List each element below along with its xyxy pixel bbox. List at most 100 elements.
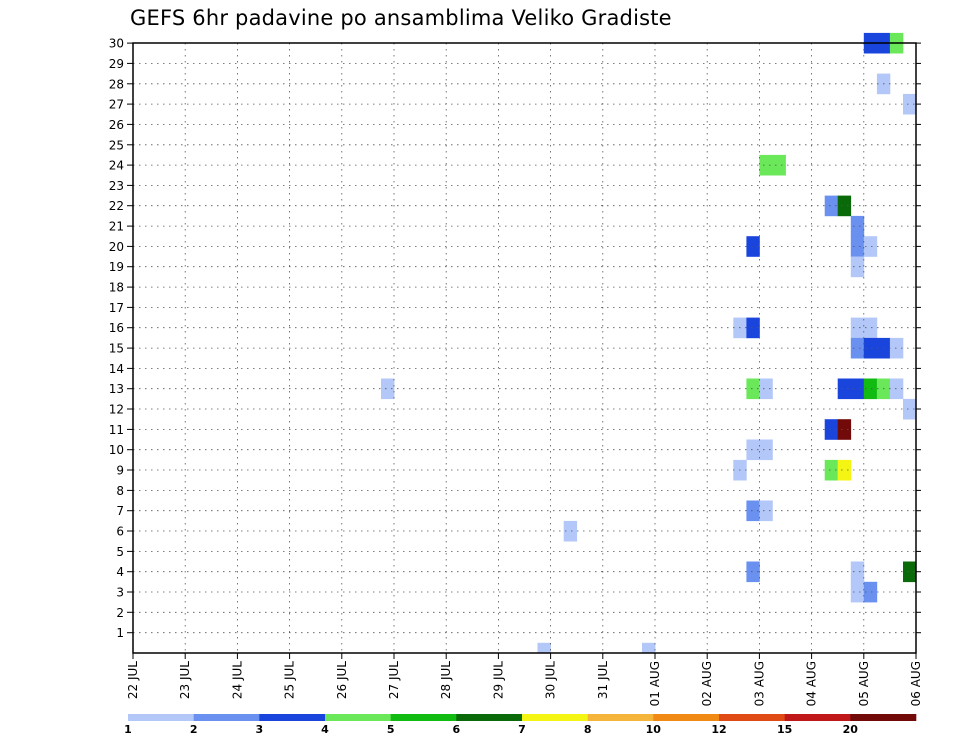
colorbar-segment <box>259 714 326 721</box>
x-axis: 22 JUL 23 JUL 24 JUL 25 JUL 26 JUL 27 JUL 28 J… <box>126 653 923 706</box>
heatmap-cell <box>837 459 852 481</box>
heatmap-cell <box>903 93 917 115</box>
heatmap-cell <box>746 500 760 522</box>
y-tick-label: 3 <box>116 586 124 600</box>
colorbar-label: 7 <box>518 723 526 736</box>
x-tick-label: 05 AUG <box>857 661 871 706</box>
heatmap-cell <box>850 236 865 257</box>
heatmap-cell <box>563 520 578 542</box>
y-tick-label: 10 <box>109 443 124 457</box>
y-tick-label: 7 <box>116 504 124 518</box>
x-tick-label: 02 AUG <box>700 661 714 706</box>
heatmap-cell <box>746 561 760 583</box>
colorbar-segment <box>784 714 851 721</box>
y-tick-label: 18 <box>109 281 124 295</box>
colorbar-segment <box>193 714 260 721</box>
colorbar-segment <box>587 714 654 721</box>
colorbar-label: 1 <box>124 723 132 736</box>
heatmap-cell <box>642 642 656 654</box>
y-tick-label: 6 <box>116 525 124 539</box>
heatmap-cell <box>863 337 878 359</box>
y-tick-label: 25 <box>109 138 124 152</box>
heatmap-cell <box>889 378 904 400</box>
heatmap-cell <box>889 337 904 359</box>
y-axis: 1234567891011121314151617181920212223242… <box>109 37 921 640</box>
x-tick-label: 31 JUL <box>596 661 610 699</box>
colorbar-segment <box>850 714 917 721</box>
colorbar-label: 12 <box>711 723 726 736</box>
y-tick-label: 8 <box>116 484 124 498</box>
colorbar-label: 10 <box>646 723 662 736</box>
heatmap-cell <box>863 378 878 400</box>
y-tick-label: 5 <box>116 545 124 559</box>
heatmap-cell <box>381 378 395 400</box>
heatmap-cell <box>863 317 878 339</box>
heatmap-cell <box>850 215 865 237</box>
y-tick-label: 24 <box>109 159 124 173</box>
colorbar-segment <box>128 714 194 721</box>
heatmap-cell <box>759 378 773 400</box>
x-tick-label: 06 AUG <box>909 661 923 706</box>
heatmap-cell <box>850 581 865 603</box>
colorbar-label: 3 <box>255 723 263 736</box>
colorbar-label: 4 <box>321 723 329 736</box>
heatmap-cell <box>850 378 865 400</box>
colorbar-segment <box>719 714 785 721</box>
x-tick-label: 01 AUG <box>648 661 662 706</box>
heatmap-cell <box>863 236 878 257</box>
colorbar-label: 6 <box>452 723 460 736</box>
heatmap-cell <box>746 439 760 461</box>
y-tick-label: 1 <box>116 626 124 640</box>
x-tick-label: 30 JUL <box>544 661 558 699</box>
heatmap-cell <box>772 154 786 176</box>
colorbar-label: 2 <box>190 723 198 736</box>
x-tick-label: 04 AUG <box>805 661 819 706</box>
y-tick-label: 20 <box>109 240 124 254</box>
y-tick-label: 27 <box>109 98 124 112</box>
y-tick-label: 15 <box>109 342 124 356</box>
heatmap-cell <box>759 154 773 176</box>
heatmap-cell <box>746 236 760 257</box>
grid-layer <box>133 42 916 653</box>
heatmap-cell <box>759 500 773 522</box>
colorbar-label: 5 <box>387 723 395 736</box>
y-tick-label: 13 <box>109 382 124 396</box>
x-tick-label: 23 JUL <box>178 661 192 699</box>
colorbar-label: 8 <box>584 723 592 736</box>
y-tick-label: 2 <box>116 606 124 620</box>
chart-title: GEFS 6hr padavine po ansamblima Veliko G… <box>130 6 672 30</box>
y-tick-label: 23 <box>109 179 124 193</box>
y-tick-label: 17 <box>109 301 124 315</box>
colorbar-segment <box>522 714 588 721</box>
y-tick-label: 19 <box>109 260 124 274</box>
colorbar: 1 2 3 4 5 6 7 8 10 12 15 20 <box>124 714 917 736</box>
heatmap-cell <box>903 561 917 583</box>
heatmap-cell <box>746 378 760 400</box>
colorbar-label: 20 <box>843 723 859 736</box>
y-tick-label: 29 <box>109 57 124 71</box>
y-tick-label: 21 <box>109 220 124 234</box>
y-tick-label: 30 <box>109 37 124 51</box>
y-tick-label: 22 <box>109 199 124 213</box>
heatmap-cell <box>837 195 852 217</box>
heatmap-cell <box>837 419 852 440</box>
heatmap-cell <box>824 195 839 217</box>
y-tick-label: 4 <box>116 565 124 579</box>
heatmap-cell <box>850 561 865 583</box>
x-tick-label: 29 JUL <box>491 661 505 699</box>
x-tick-label: 03 AUG <box>752 661 766 706</box>
heatmap-cell <box>850 256 865 278</box>
x-tick-label: 26 JUL <box>335 661 349 699</box>
colorbar-segment <box>390 714 457 721</box>
heatmap-cell <box>537 642 551 654</box>
colorbar-label: 15 <box>777 723 792 736</box>
y-tick-label: 11 <box>109 423 124 437</box>
colorbar-segment <box>653 714 720 721</box>
colorbar-segment <box>456 714 523 721</box>
heatmap-cell <box>863 581 878 603</box>
heatmap-cell <box>850 337 865 359</box>
y-tick-label: 12 <box>109 403 124 417</box>
y-tick-label: 16 <box>109 321 124 335</box>
y-tick-label: 28 <box>109 77 124 91</box>
